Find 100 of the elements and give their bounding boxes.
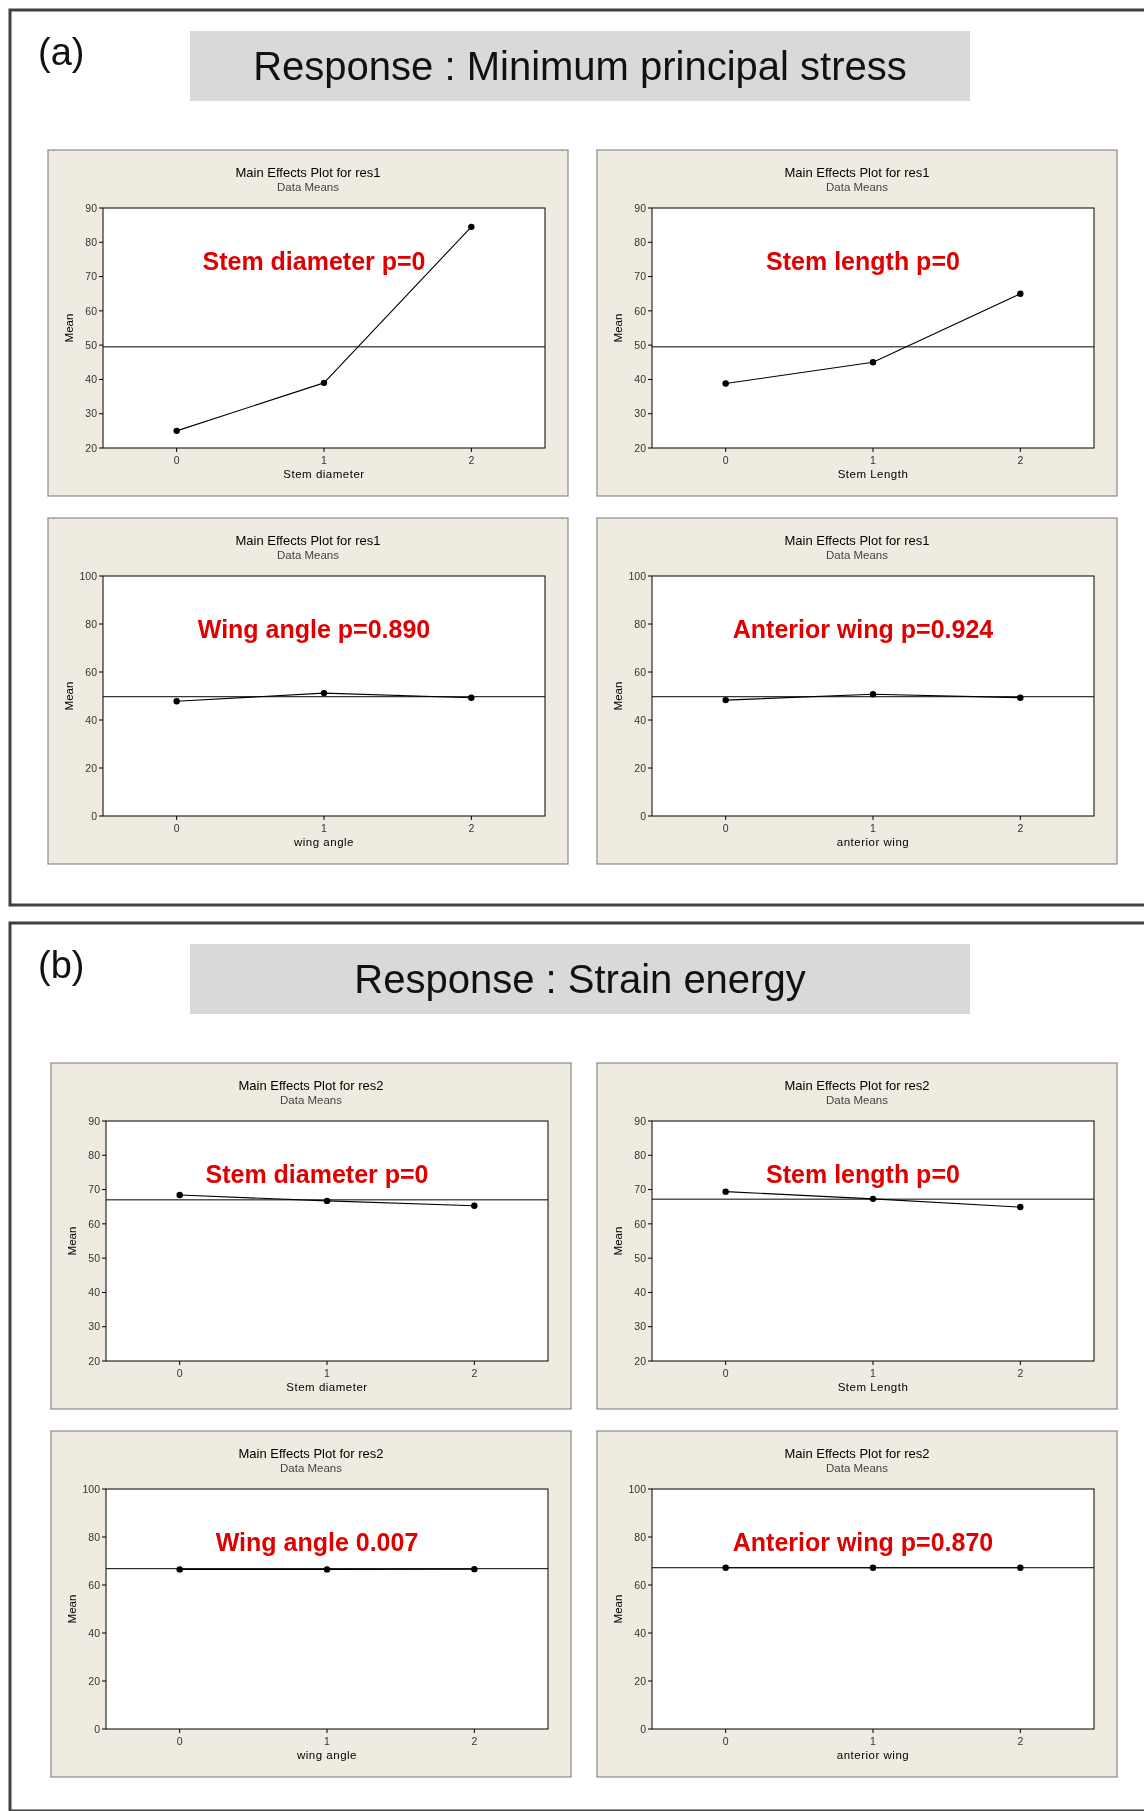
- y-tick-label: 60: [85, 304, 98, 317]
- y-tick-label: 20: [634, 1674, 647, 1687]
- x-tick-label: 2: [471, 1735, 478, 1747]
- y-tick-label: 0: [94, 1722, 101, 1735]
- text: Response : Strain energy: [354, 957, 806, 1001]
- y-axis-title: Mean: [63, 313, 75, 343]
- y-tick-label: 40: [634, 713, 647, 726]
- y-tick-label: 60: [634, 304, 647, 317]
- y-tick-label: 20: [634, 761, 647, 774]
- text: Response : Minimum principal stress: [253, 44, 907, 88]
- y-tick-label: 80: [634, 617, 647, 630]
- x-tick-label: 0: [176, 1735, 183, 1747]
- y-tick-label: 90: [85, 201, 98, 214]
- y-tick-label: 80: [88, 1530, 101, 1543]
- x-axis-title: Stem diameter: [283, 468, 365, 480]
- y-tick-label: 80: [88, 1148, 101, 1161]
- y-tick-label: 70: [88, 1183, 101, 1196]
- y-tick-label: 20: [85, 761, 98, 774]
- x-axis-title: Stem Length: [837, 1381, 909, 1393]
- y-axis-title: Mean: [63, 681, 75, 711]
- text: (a): [38, 31, 85, 73]
- x-axis-title: Stem Length: [837, 468, 909, 480]
- y-tick-label: 40: [88, 1626, 101, 1639]
- x-axis-title: wing angle: [293, 836, 354, 848]
- x-tick-label: 1: [324, 1735, 331, 1747]
- annotation: Stem length p=0: [766, 1160, 960, 1188]
- y-tick-label: 70: [634, 270, 647, 283]
- y-tick-label: 90: [634, 1114, 647, 1127]
- y-tick-label: 40: [85, 373, 98, 386]
- y-tick-label: 60: [85, 665, 98, 678]
- y-tick-label: 80: [634, 235, 647, 248]
- x-tick-label: 1: [324, 1367, 331, 1379]
- y-tick-label: 100: [79, 569, 98, 582]
- y-tick-label: 0: [640, 1722, 647, 1735]
- y-tick-label: 60: [88, 1578, 101, 1591]
- x-tick-label: 1: [870, 454, 877, 466]
- y-tick-label: 70: [85, 270, 98, 283]
- y-tick-label: 30: [85, 407, 98, 420]
- x-tick-label: 0: [176, 1367, 183, 1379]
- x-axis-title: anterior wing: [836, 1749, 910, 1761]
- x-tick-label: 2: [468, 822, 475, 834]
- x-tick-label: 0: [722, 1367, 729, 1379]
- y-tick-label: 0: [91, 809, 98, 822]
- y-axis-title: Mean: [66, 1226, 78, 1256]
- y-tick-label: 90: [88, 1114, 101, 1127]
- y-tick-label: 70: [634, 1183, 647, 1196]
- chart-title: Main Effects Plot for res1: [235, 533, 381, 548]
- chart-title: Main Effects Plot for res1: [235, 165, 381, 180]
- y-tick-label: 40: [634, 1286, 647, 1299]
- chart-title: Main Effects Plot for res2: [784, 1078, 930, 1093]
- y-tick-label: 30: [634, 407, 647, 420]
- y-axis-title: Mean: [612, 313, 624, 343]
- x-tick-label: 0: [722, 1735, 729, 1747]
- y-tick-label: 40: [634, 1626, 647, 1639]
- y-tick-label: 100: [628, 569, 647, 582]
- annotation: Stem diameter p=0: [202, 247, 426, 275]
- y-tick-label: 60: [634, 665, 647, 678]
- annotation: Anterior wing p=0.924: [732, 615, 994, 643]
- chart-title: Main Effects Plot for res2: [238, 1078, 384, 1093]
- chart-subtitle: Data Means: [279, 1462, 343, 1474]
- y-tick-label: 60: [88, 1217, 101, 1230]
- x-tick-label: 0: [722, 822, 729, 834]
- y-tick-label: 30: [88, 1320, 101, 1333]
- y-axis-title: Mean: [66, 1594, 78, 1624]
- x-tick-label: 2: [1017, 1735, 1024, 1747]
- annotation: Wing angle 0.007: [215, 1528, 419, 1556]
- y-tick-label: 50: [634, 338, 647, 351]
- annotation: Anterior wing p=0.870: [732, 1528, 994, 1556]
- chart-subtitle: Data Means: [825, 1462, 889, 1474]
- y-tick-label: 100: [628, 1482, 647, 1495]
- y-tick-label: 80: [85, 235, 98, 248]
- x-tick-label: 2: [471, 1367, 478, 1379]
- x-axis-title: wing angle: [296, 1749, 357, 1761]
- y-tick-label: 50: [85, 338, 98, 351]
- x-tick-label: 1: [870, 1367, 877, 1379]
- y-tick-label: 50: [88, 1251, 101, 1264]
- y-tick-label: 100: [82, 1482, 101, 1495]
- y-tick-label: 60: [634, 1578, 647, 1591]
- annotation: Stem length p=0: [766, 247, 960, 275]
- chart-subtitle: Data Means: [825, 181, 889, 193]
- y-tick-label: 20: [88, 1674, 101, 1687]
- annotation: Wing angle p=0.890: [197, 615, 431, 643]
- annotation: Stem diameter p=0: [205, 1160, 429, 1188]
- x-tick-label: 1: [321, 454, 328, 466]
- chart-title: Main Effects Plot for res1: [784, 165, 930, 180]
- y-tick-label: 50: [634, 1251, 647, 1264]
- y-axis-title: Mean: [612, 681, 624, 711]
- x-tick-label: 2: [1017, 1367, 1024, 1379]
- x-tick-label: 0: [173, 454, 180, 466]
- x-tick-label: 0: [173, 822, 180, 834]
- x-axis-title: Stem diameter: [286, 1381, 368, 1393]
- chart-subtitle: Data Means: [276, 181, 340, 193]
- y-tick-label: 40: [85, 713, 98, 726]
- x-axis-title: anterior wing: [836, 836, 910, 848]
- y-tick-label: 20: [634, 441, 647, 454]
- y-tick-label: 80: [85, 617, 98, 630]
- x-tick-label: 1: [870, 822, 877, 834]
- chart-subtitle: Data Means: [825, 1094, 889, 1106]
- x-tick-label: 1: [321, 822, 328, 834]
- y-tick-label: 0: [640, 809, 647, 822]
